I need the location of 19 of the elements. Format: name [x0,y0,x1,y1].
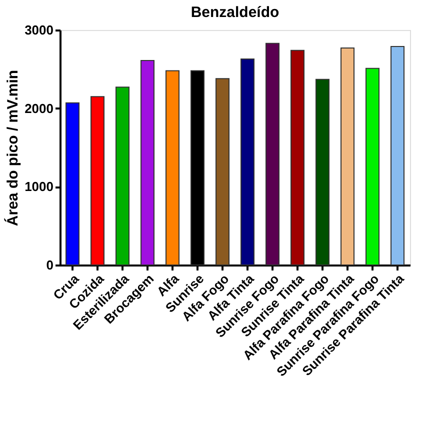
bar [216,78,230,266]
y-tick-label: 0 [46,258,54,272]
bar [66,102,80,266]
chart-title: Benzaldeído [190,4,280,21]
bar [240,58,254,266]
bar [316,78,330,266]
bar [340,48,354,266]
bar [290,50,304,266]
y-tick-label: 3000 [24,22,54,38]
bar [366,68,380,266]
bar [266,42,280,266]
y-tick-label: 1000 [24,179,54,194]
bar [140,60,154,266]
bar [166,70,180,266]
bar [90,96,104,266]
bar [116,86,130,266]
y-axis-title: Área do pico / mV.min [4,70,22,226]
bar [390,46,404,266]
y-tick-label: 2000 [24,100,54,116]
